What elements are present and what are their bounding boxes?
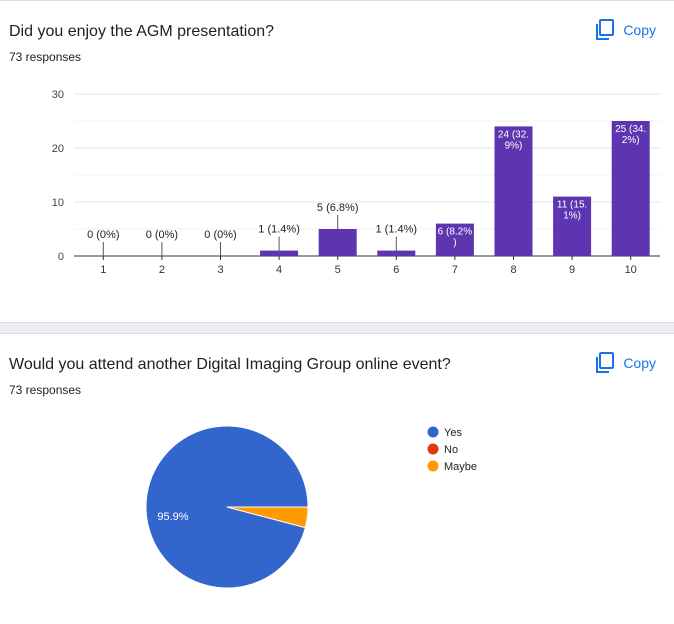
bar bbox=[611, 121, 650, 256]
bar bbox=[553, 196, 592, 256]
legend-label: Maybe bbox=[444, 461, 477, 473]
card-separator bbox=[0, 322, 674, 334]
copy-icon bbox=[595, 352, 615, 374]
bar-data-label: 5 (6.8%) bbox=[317, 202, 359, 214]
x-tick-label: 8 bbox=[510, 264, 516, 276]
copy-button[interactable]: Copy bbox=[595, 352, 656, 374]
bar-data-label: 1 (1.4%) bbox=[376, 224, 418, 236]
bar bbox=[318, 229, 357, 256]
x-tick-label: 3 bbox=[217, 264, 223, 276]
bar-data-label: 11 (15. 1%) bbox=[557, 200, 587, 222]
pie-slice-maybe bbox=[226, 506, 309, 529]
bar-data-label: 1 (1.4%) bbox=[258, 224, 300, 236]
x-tick-label: 1 bbox=[100, 264, 106, 276]
y-tick-label: 20 bbox=[52, 143, 64, 155]
bar-data-label: 25 (34. 2%) bbox=[615, 124, 646, 146]
pie-chart: 95.9% Yes No Maybe bbox=[145, 425, 477, 589]
response-count: 73 responses bbox=[9, 383, 82, 397]
question-title: Did you enjoy the AGM presentation? bbox=[9, 23, 275, 40]
legend-label: No bbox=[444, 444, 458, 456]
x-tick-label: 4 bbox=[276, 264, 282, 276]
bar-data-label: 0 (0%) bbox=[87, 229, 119, 241]
bar-data-label: 0 (0%) bbox=[146, 229, 178, 241]
x-tick-label: 2 bbox=[159, 264, 165, 276]
y-tick-label: 30 bbox=[52, 89, 64, 101]
y-tick-label: 0 bbox=[58, 251, 64, 263]
x-tick-label: 6 bbox=[393, 264, 399, 276]
bar-data-label: 0 (0%) bbox=[204, 229, 236, 241]
bar-chart: 0 10 20 30 1 0 (0%) 2 0 (0%) 3 0 (0%) 4 1 (1.4%) 5 5 … bbox=[52, 89, 660, 276]
bar bbox=[260, 250, 299, 256]
question-title: Would you attend another Digital Imaging… bbox=[9, 356, 451, 373]
copy-icon bbox=[595, 19, 615, 41]
bar-data-label: 6 (8.2%) bbox=[438, 227, 473, 249]
y-tick-label: 10 bbox=[52, 197, 64, 209]
bar bbox=[435, 223, 474, 256]
legend-swatch-yes bbox=[427, 426, 439, 438]
copy-label: Copy bbox=[623, 22, 656, 38]
copy-button[interactable]: Copy bbox=[595, 19, 656, 41]
copy-label: Copy bbox=[623, 355, 656, 371]
bar bbox=[377, 250, 416, 256]
question-card-enjoy: Did you enjoy the AGM presentation? 73 r… bbox=[0, 0, 674, 276]
legend-swatch-no bbox=[427, 443, 439, 455]
legend-label: Yes bbox=[444, 427, 462, 439]
question-card-attend: Would you attend another Digital Imaging… bbox=[0, 334, 674, 624]
bar-data-label: 24 (32. 9%) bbox=[498, 129, 529, 151]
pie-slice-label: 95.9% bbox=[157, 511, 188, 523]
x-tick-label: 10 bbox=[625, 264, 637, 276]
legend-swatch-maybe bbox=[427, 460, 439, 472]
bar bbox=[494, 126, 533, 257]
x-tick-label: 7 bbox=[452, 264, 458, 276]
x-tick-label: 5 bbox=[335, 264, 341, 276]
response-count: 73 responses bbox=[9, 50, 82, 64]
x-tick-label: 9 bbox=[569, 264, 575, 276]
